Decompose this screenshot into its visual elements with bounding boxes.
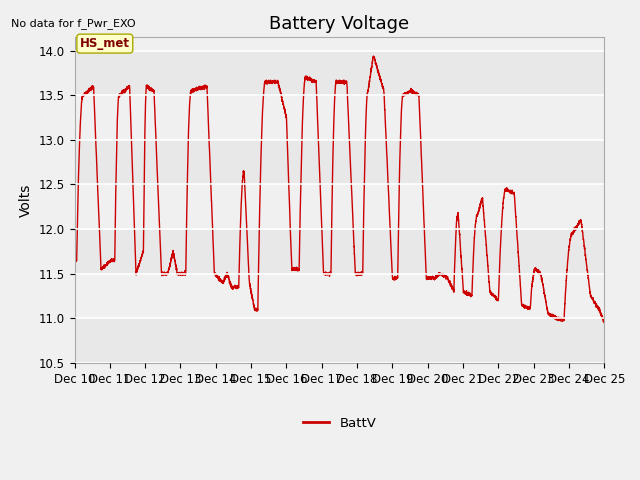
- Text: No data for f_Pwr_EXO: No data for f_Pwr_EXO: [11, 18, 136, 29]
- Bar: [74, 51, 604, 96]
- Text: HS_met: HS_met: [80, 37, 130, 50]
- Legend: BattV: BattV: [297, 412, 381, 435]
- Bar: [74, 96, 604, 140]
- Bar: [74, 184, 604, 229]
- Bar: [74, 140, 604, 184]
- Bar: [74, 318, 604, 363]
- Bar: [74, 229, 604, 274]
- Title: Battery Voltage: Battery Voltage: [269, 15, 410, 33]
- Y-axis label: Volts: Volts: [19, 183, 33, 217]
- Bar: [74, 274, 604, 318]
